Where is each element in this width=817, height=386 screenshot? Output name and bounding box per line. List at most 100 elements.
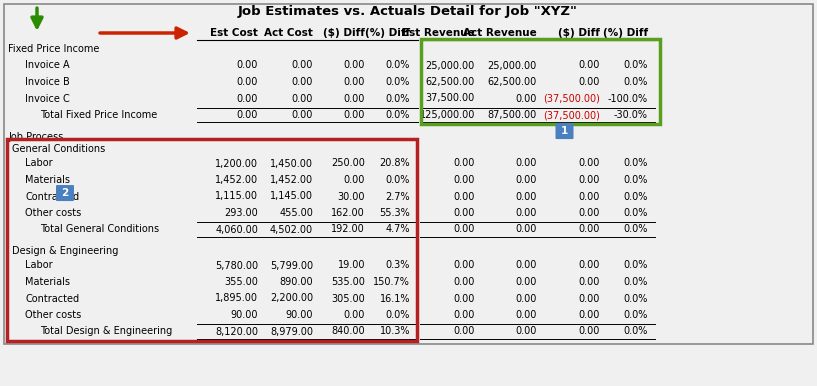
FancyBboxPatch shape bbox=[556, 123, 574, 139]
Text: 0.00: 0.00 bbox=[237, 77, 258, 87]
Text: 0.00: 0.00 bbox=[578, 208, 600, 218]
Text: Act Cost: Act Cost bbox=[264, 28, 313, 38]
Text: 0.00: 0.00 bbox=[292, 110, 313, 120]
Text: 0.00: 0.00 bbox=[453, 310, 475, 320]
Text: 4,060.00: 4,060.00 bbox=[215, 225, 258, 235]
Text: 4.7%: 4.7% bbox=[386, 225, 410, 235]
Text: 87,500.00: 87,500.00 bbox=[488, 110, 537, 120]
Text: 150.7%: 150.7% bbox=[373, 277, 410, 287]
Text: 90.00: 90.00 bbox=[230, 310, 258, 320]
Text: 0.0%: 0.0% bbox=[386, 77, 410, 87]
Text: Total General Conditions: Total General Conditions bbox=[40, 225, 159, 235]
Text: Est Revenue: Est Revenue bbox=[402, 28, 475, 38]
Text: 355.00: 355.00 bbox=[224, 277, 258, 287]
Text: 16.1%: 16.1% bbox=[380, 293, 410, 303]
Text: 0.00: 0.00 bbox=[453, 175, 475, 185]
Text: 250.00: 250.00 bbox=[331, 159, 365, 169]
Text: 0.00: 0.00 bbox=[578, 327, 600, 337]
Text: 8,979.00: 8,979.00 bbox=[270, 327, 313, 337]
Text: Job Estimates vs. Actuals Detail for Job "XYZ": Job Estimates vs. Actuals Detail for Job… bbox=[238, 5, 578, 19]
Text: Job Process: Job Process bbox=[8, 132, 63, 142]
Text: Invoice C: Invoice C bbox=[25, 93, 69, 103]
Text: 0.00: 0.00 bbox=[516, 175, 537, 185]
Text: 1,452.00: 1,452.00 bbox=[215, 175, 258, 185]
Text: 0.00: 0.00 bbox=[516, 159, 537, 169]
Text: 5,780.00: 5,780.00 bbox=[215, 261, 258, 271]
Text: 1: 1 bbox=[561, 126, 568, 136]
Text: 0.0%: 0.0% bbox=[623, 159, 648, 169]
Text: 0.00: 0.00 bbox=[344, 310, 365, 320]
Text: 8,120.00: 8,120.00 bbox=[215, 327, 258, 337]
Text: Design & Engineering: Design & Engineering bbox=[12, 246, 118, 256]
Text: 0.00: 0.00 bbox=[237, 61, 258, 71]
Text: 890.00: 890.00 bbox=[279, 277, 313, 287]
Text: 0.00: 0.00 bbox=[516, 310, 537, 320]
Text: 0.00: 0.00 bbox=[516, 93, 537, 103]
Text: 1,200.00: 1,200.00 bbox=[215, 159, 258, 169]
Text: Labor: Labor bbox=[25, 159, 52, 169]
Text: 0.0%: 0.0% bbox=[623, 327, 648, 337]
Text: (37,500.00): (37,500.00) bbox=[543, 110, 600, 120]
Bar bbox=[421, 39, 660, 124]
Text: 0.0%: 0.0% bbox=[623, 277, 648, 287]
Text: 0.3%: 0.3% bbox=[386, 261, 410, 271]
Text: 0.0%: 0.0% bbox=[386, 310, 410, 320]
Text: 535.00: 535.00 bbox=[331, 277, 365, 287]
Text: Materials: Materials bbox=[25, 175, 70, 185]
Text: 0.00: 0.00 bbox=[453, 261, 475, 271]
Text: 0.00: 0.00 bbox=[516, 225, 537, 235]
Text: 0.0%: 0.0% bbox=[386, 61, 410, 71]
Text: 0.0%: 0.0% bbox=[623, 61, 648, 71]
Text: 0.00: 0.00 bbox=[344, 61, 365, 71]
Text: 0.00: 0.00 bbox=[453, 327, 475, 337]
Text: Invoice B: Invoice B bbox=[25, 77, 69, 87]
Text: 0.00: 0.00 bbox=[516, 293, 537, 303]
Text: -100.0%: -100.0% bbox=[608, 93, 648, 103]
Text: 0.00: 0.00 bbox=[578, 61, 600, 71]
Text: Total Fixed Price Income: Total Fixed Price Income bbox=[40, 110, 157, 120]
Bar bbox=[4, 4, 813, 344]
Text: 2.7%: 2.7% bbox=[386, 191, 410, 201]
Text: 0.00: 0.00 bbox=[578, 310, 600, 320]
Text: 162.00: 162.00 bbox=[331, 208, 365, 218]
Text: 0.00: 0.00 bbox=[292, 61, 313, 71]
Text: 293.00: 293.00 bbox=[224, 208, 258, 218]
Text: 55.3%: 55.3% bbox=[379, 208, 410, 218]
Text: 0.00: 0.00 bbox=[344, 93, 365, 103]
Text: 0.00: 0.00 bbox=[292, 77, 313, 87]
Text: 0.00: 0.00 bbox=[516, 191, 537, 201]
Text: 0.00: 0.00 bbox=[516, 261, 537, 271]
Text: 1,450.00: 1,450.00 bbox=[270, 159, 313, 169]
Text: 62,500.00: 62,500.00 bbox=[488, 77, 537, 87]
Text: 0.0%: 0.0% bbox=[623, 77, 648, 87]
Text: -30.0%: -30.0% bbox=[614, 110, 648, 120]
Text: 0.00: 0.00 bbox=[578, 191, 600, 201]
Text: (%) Diff: (%) Diff bbox=[365, 28, 410, 38]
Text: Contracted: Contracted bbox=[25, 191, 79, 201]
Text: 0.00: 0.00 bbox=[344, 175, 365, 185]
Text: 19.00: 19.00 bbox=[337, 261, 365, 271]
Text: 0.00: 0.00 bbox=[516, 208, 537, 218]
Text: (%) Diff: (%) Diff bbox=[603, 28, 648, 38]
Text: 1,115.00: 1,115.00 bbox=[215, 191, 258, 201]
Text: 90.00: 90.00 bbox=[285, 310, 313, 320]
Text: Fixed Price Income: Fixed Price Income bbox=[8, 44, 100, 54]
Text: 0.00: 0.00 bbox=[453, 293, 475, 303]
Text: 0.00: 0.00 bbox=[578, 77, 600, 87]
Text: 305.00: 305.00 bbox=[331, 293, 365, 303]
Text: (37,500.00): (37,500.00) bbox=[543, 93, 600, 103]
Text: 455.00: 455.00 bbox=[279, 208, 313, 218]
Text: Materials: Materials bbox=[25, 277, 70, 287]
Text: 20.8%: 20.8% bbox=[379, 159, 410, 169]
Text: 0.00: 0.00 bbox=[453, 159, 475, 169]
Text: 0.00: 0.00 bbox=[292, 93, 313, 103]
Text: Other costs: Other costs bbox=[25, 310, 81, 320]
Text: 0.00: 0.00 bbox=[453, 225, 475, 235]
Text: 0.0%: 0.0% bbox=[623, 225, 648, 235]
Text: 0.00: 0.00 bbox=[578, 277, 600, 287]
Text: 25,000.00: 25,000.00 bbox=[488, 61, 537, 71]
Text: 0.0%: 0.0% bbox=[386, 175, 410, 185]
Text: Labor: Labor bbox=[25, 261, 52, 271]
Bar bbox=[7, 139, 417, 340]
Text: 0.0%: 0.0% bbox=[623, 261, 648, 271]
